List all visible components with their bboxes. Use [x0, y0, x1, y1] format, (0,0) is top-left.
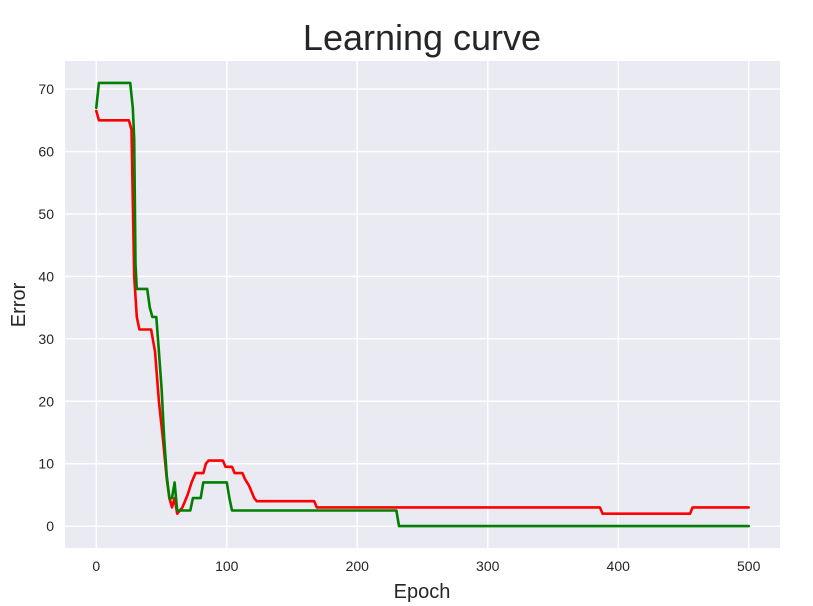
y-tick-label: 0 — [46, 518, 54, 534]
x-tick-label: 400 — [607, 558, 631, 574]
x-tick-label: 0 — [92, 558, 100, 574]
plot-area — [65, 61, 780, 548]
series-line-1 — [95, 109, 750, 515]
y-axis-label: Error — [8, 282, 30, 327]
x-tick-label: 300 — [476, 558, 500, 574]
y-tick-label: 70 — [38, 81, 54, 97]
x-axis-label: Epoch — [394, 581, 451, 603]
y-tick-label: 40 — [38, 268, 54, 284]
y-tick-label: 50 — [38, 206, 54, 222]
y-tick-label: 60 — [38, 144, 54, 160]
x-tick-label: 200 — [346, 558, 370, 574]
y-tick-label: 20 — [38, 393, 54, 409]
x-tick-label: 500 — [737, 558, 761, 574]
y-tick-label: 30 — [38, 331, 54, 347]
chart-title: Learning curve — [303, 17, 541, 58]
series-line-2 — [95, 81, 750, 528]
tick-labels: 0 100 200 300 400 500 0 10 20 30 40 50 60 70 — [38, 81, 760, 574]
y-tick-label: 10 — [38, 456, 54, 472]
grid — [65, 61, 780, 548]
series-lines — [95, 81, 750, 528]
x-tick-label: 100 — [215, 558, 239, 574]
